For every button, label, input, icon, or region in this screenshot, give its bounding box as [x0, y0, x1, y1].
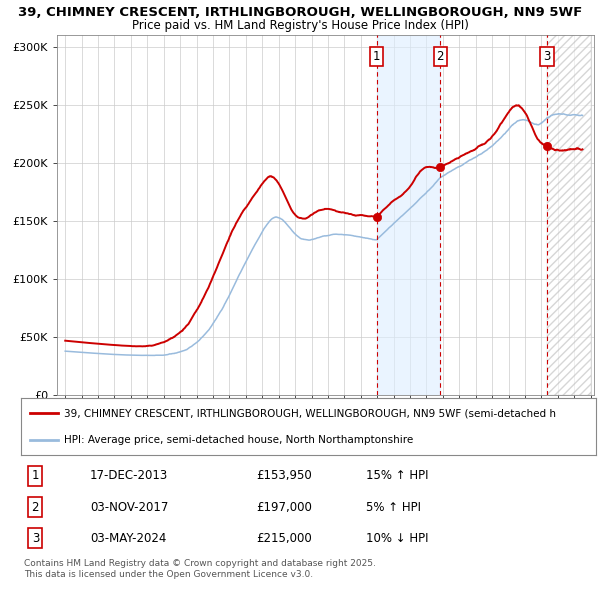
Text: 1: 1	[373, 50, 380, 63]
Text: £197,000: £197,000	[257, 500, 313, 514]
Text: 3: 3	[32, 532, 39, 545]
Text: £153,950: £153,950	[257, 470, 313, 483]
Text: 15% ↑ HPI: 15% ↑ HPI	[366, 470, 428, 483]
Bar	[377, 35, 440, 395]
Text: 3: 3	[543, 50, 551, 63]
Text: 5% ↑ HPI: 5% ↑ HPI	[366, 500, 421, 514]
Text: HPI: Average price, semi-detached house, North Northamptonshire: HPI: Average price, semi-detached house,…	[64, 435, 413, 445]
Text: 03-MAY-2024: 03-MAY-2024	[90, 532, 166, 545]
Text: Contains HM Land Registry data © Crown copyright and database right 2025.
This d: Contains HM Land Registry data © Crown c…	[24, 559, 376, 579]
Text: 03-NOV-2017: 03-NOV-2017	[90, 500, 169, 514]
Text: Price paid vs. HM Land Registry's House Price Index (HPI): Price paid vs. HM Land Registry's House …	[131, 19, 469, 32]
Text: 17-DEC-2013: 17-DEC-2013	[90, 470, 168, 483]
Text: 1: 1	[32, 470, 39, 483]
Text: 2: 2	[437, 50, 444, 63]
Text: 2: 2	[32, 500, 39, 514]
Text: 10% ↓ HPI: 10% ↓ HPI	[366, 532, 428, 545]
Text: £215,000: £215,000	[257, 532, 313, 545]
Text: 39, CHIMNEY CRESCENT, IRTHLINGBOROUGH, WELLINGBOROUGH, NN9 5WF: 39, CHIMNEY CRESCENT, IRTHLINGBOROUGH, W…	[18, 6, 582, 19]
Text: 39, CHIMNEY CRESCENT, IRTHLINGBOROUGH, WELLINGBOROUGH, NN9 5WF (semi-detached h: 39, CHIMNEY CRESCENT, IRTHLINGBOROUGH, W…	[64, 408, 556, 418]
